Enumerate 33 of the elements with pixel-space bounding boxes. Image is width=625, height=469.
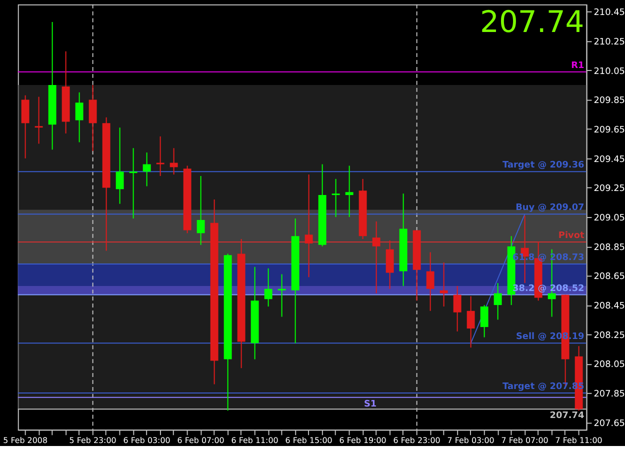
x-tick-label: 5 Feb 2008 <box>3 436 48 446</box>
ref-line-label: 207.74 <box>550 411 584 422</box>
y-tick-label: 209.25 <box>594 184 625 194</box>
x-tick-label: 6 Feb 19:00 <box>339 436 386 446</box>
annotation: 207.74 <box>480 5 584 40</box>
x-tick-label: 7 Feb 07:00 <box>501 436 548 446</box>
x-tick-label: 6 Feb 23:00 <box>393 436 440 446</box>
y-tick-label: 208.85 <box>594 242 625 253</box>
ref-line-label: Pivot <box>558 230 585 241</box>
y-tick-label: 210.05 <box>594 66 625 77</box>
x-tick-label: 5 Feb 23:00 <box>69 436 116 446</box>
x-tick-label: 7 Feb 11:00 <box>555 436 602 446</box>
y-tick-label: 209.65 <box>594 126 625 136</box>
x-tick-label: 6 Feb 03:00 <box>123 436 170 446</box>
y-tick-label: 208.65 <box>594 272 625 282</box>
x-tick-label: 6 Feb 15:00 <box>285 436 332 446</box>
ref-line-label: S1 <box>364 399 377 410</box>
x-tick-label: 6 Feb 11:00 <box>231 436 278 446</box>
y-tick-label: 207.65 <box>594 418 625 429</box>
ref-line-label: R1 <box>571 60 584 71</box>
y-tick-label: 207.85 <box>594 389 625 400</box>
ref-line-label: Target @ 209.36 <box>502 160 584 171</box>
y-tick-label: 208.45 <box>594 302 625 312</box>
y-tick-label: 210.25 <box>594 38 625 48</box>
y-tick-label: 208.25 <box>594 330 625 341</box>
y-tick-label: 208.05 <box>594 360 625 370</box>
y-tick-label: 210.45 <box>594 8 625 18</box>
y-tick-label: 209.05 <box>594 214 625 224</box>
y-tick-label: 209.45 <box>594 154 625 165</box>
y-tick-label: 209.85 <box>594 96 625 106</box>
x-tick-label: 6 Feb 07:00 <box>177 436 224 446</box>
ref-line-label: Buy @ 209.07 <box>516 203 584 214</box>
x-tick-label: 7 Feb 03:00 <box>447 436 494 446</box>
